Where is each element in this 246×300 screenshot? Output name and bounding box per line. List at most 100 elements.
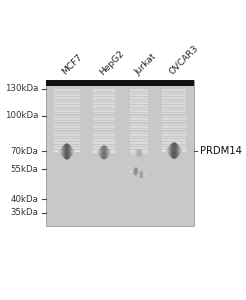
Polygon shape <box>135 151 136 155</box>
Bar <box>46 80 194 226</box>
Polygon shape <box>105 146 106 159</box>
Polygon shape <box>57 151 58 152</box>
Polygon shape <box>132 170 133 173</box>
Polygon shape <box>72 148 73 155</box>
Polygon shape <box>176 143 177 158</box>
Polygon shape <box>58 150 59 153</box>
Polygon shape <box>163 150 164 151</box>
Text: 70kDa: 70kDa <box>11 147 38 156</box>
Polygon shape <box>109 149 110 156</box>
Text: 130kDa: 130kDa <box>5 84 38 93</box>
Polygon shape <box>180 147 181 154</box>
Polygon shape <box>73 149 74 154</box>
Polygon shape <box>141 150 142 156</box>
Polygon shape <box>144 174 145 176</box>
Polygon shape <box>171 143 172 158</box>
Polygon shape <box>79 151 80 152</box>
Polygon shape <box>161 150 162 151</box>
Polygon shape <box>137 174 138 175</box>
Polygon shape <box>139 172 140 177</box>
Polygon shape <box>134 152 135 154</box>
Polygon shape <box>115 152 116 153</box>
Polygon shape <box>67 143 68 160</box>
Polygon shape <box>137 168 138 175</box>
Polygon shape <box>70 145 71 158</box>
Polygon shape <box>185 150 186 151</box>
Polygon shape <box>97 150 98 155</box>
Polygon shape <box>172 143 173 158</box>
Polygon shape <box>107 147 108 158</box>
Polygon shape <box>142 151 143 155</box>
Polygon shape <box>137 150 138 156</box>
Polygon shape <box>102 146 103 159</box>
Polygon shape <box>168 146 169 154</box>
Polygon shape <box>136 150 137 156</box>
Polygon shape <box>93 152 94 153</box>
Text: 40kDa: 40kDa <box>11 195 38 204</box>
Polygon shape <box>178 145 179 156</box>
Polygon shape <box>135 167 136 175</box>
Polygon shape <box>69 144 70 159</box>
Polygon shape <box>175 142 176 159</box>
Polygon shape <box>99 148 100 156</box>
Polygon shape <box>54 151 55 152</box>
Polygon shape <box>101 146 102 158</box>
Polygon shape <box>74 149 75 154</box>
Text: MCF7: MCF7 <box>61 53 85 77</box>
Polygon shape <box>64 144 65 159</box>
Text: Jurkat: Jurkat <box>133 52 158 77</box>
Text: OVCAR3: OVCAR3 <box>168 44 201 77</box>
Text: PRDM14: PRDM14 <box>200 146 242 157</box>
Polygon shape <box>170 144 171 157</box>
Polygon shape <box>131 171 132 172</box>
Text: HepG2: HepG2 <box>98 49 126 77</box>
Polygon shape <box>114 152 115 153</box>
Polygon shape <box>169 146 170 156</box>
Polygon shape <box>98 149 99 155</box>
Polygon shape <box>75 150 76 153</box>
Text: 35kDa: 35kDa <box>11 208 38 217</box>
Polygon shape <box>166 148 167 153</box>
Polygon shape <box>145 152 146 154</box>
Polygon shape <box>61 148 62 155</box>
Polygon shape <box>63 145 64 158</box>
Polygon shape <box>173 142 174 159</box>
Polygon shape <box>66 143 67 160</box>
Polygon shape <box>94 152 95 153</box>
Polygon shape <box>174 142 175 159</box>
Polygon shape <box>76 151 77 152</box>
Polygon shape <box>182 148 183 153</box>
Polygon shape <box>167 148 168 154</box>
Polygon shape <box>68 144 69 159</box>
Polygon shape <box>78 151 79 152</box>
Polygon shape <box>144 152 145 154</box>
Polygon shape <box>104 146 105 159</box>
Polygon shape <box>62 146 63 157</box>
Polygon shape <box>111 151 112 154</box>
Polygon shape <box>112 151 113 154</box>
Polygon shape <box>113 152 114 153</box>
Polygon shape <box>184 150 185 152</box>
Polygon shape <box>140 171 141 172</box>
Polygon shape <box>65 144 66 159</box>
Text: 100kDa: 100kDa <box>5 111 38 120</box>
Polygon shape <box>95 152 96 153</box>
Polygon shape <box>132 152 133 154</box>
Polygon shape <box>77 151 78 152</box>
Polygon shape <box>177 144 178 158</box>
Polygon shape <box>138 169 139 174</box>
Polygon shape <box>103 146 104 159</box>
Polygon shape <box>140 149 141 157</box>
Polygon shape <box>96 151 97 154</box>
Polygon shape <box>55 151 56 152</box>
Polygon shape <box>60 148 61 154</box>
Polygon shape <box>139 149 140 157</box>
Polygon shape <box>186 150 187 151</box>
Polygon shape <box>133 152 134 154</box>
Polygon shape <box>110 150 111 155</box>
Polygon shape <box>183 149 184 152</box>
Text: 55kDa: 55kDa <box>11 165 38 174</box>
Polygon shape <box>100 147 101 157</box>
Polygon shape <box>162 150 163 151</box>
Polygon shape <box>108 148 109 157</box>
